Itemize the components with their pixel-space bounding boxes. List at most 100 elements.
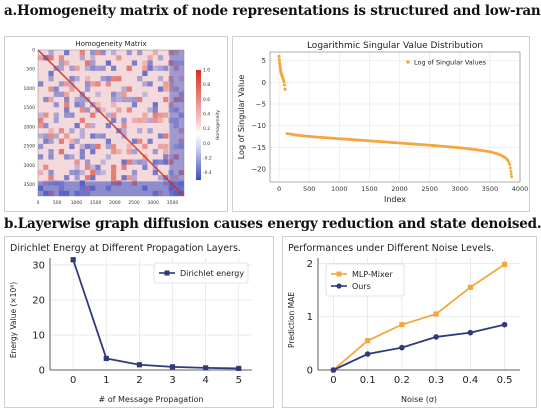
data-point [70, 257, 76, 263]
heatmap-cell [48, 50, 54, 56]
colorbar-tick-label: 0.0 [203, 141, 210, 147]
heatmap-cell [84, 175, 91, 181]
legend-label: MLP-Mixer [352, 270, 393, 279]
heatmap-cell [95, 50, 101, 56]
heatmap-cell [84, 60, 91, 66]
heatmap-cell [64, 107, 70, 113]
heatmap-cell [173, 117, 179, 123]
heatmap-cell [90, 133, 96, 139]
heatmap-cell [157, 65, 164, 71]
heatmap-cell [100, 159, 106, 165]
heatmap-cell [142, 65, 148, 71]
heatmap-cell [74, 159, 80, 165]
heatmap-cell [163, 86, 169, 92]
heatmap-cell [111, 91, 117, 97]
x-tick-label: 3000 [148, 200, 160, 206]
colorbar [196, 70, 201, 180]
heatmap-cell [64, 112, 70, 118]
heatmap-cell [84, 107, 91, 113]
heatmap-cell [147, 55, 153, 61]
heatmap-cell [163, 96, 169, 103]
heatmap-cell [178, 91, 184, 97]
heatmap-cell [152, 169, 158, 176]
y-tick-label: 2 [307, 259, 313, 270]
heatmap-cell [58, 128, 65, 134]
legend-marker [406, 60, 410, 64]
heatmap-cell [168, 76, 174, 82]
x-tick-label: 0 [330, 375, 336, 386]
data-point [433, 334, 439, 340]
x-axis-label: Noise (σ) [401, 395, 437, 404]
heatmap-cell [95, 143, 101, 150]
x-tick-label: 1500 [361, 185, 378, 193]
heatmap-cell [142, 143, 148, 150]
heatmap-cell [64, 91, 70, 97]
heatmap-cell [147, 65, 153, 71]
heatmap-cell [157, 86, 164, 92]
x-tick-label: 0.3 [428, 375, 444, 386]
heatmap-cell [105, 154, 111, 160]
heatmap-cell [53, 86, 59, 92]
x-tick-label: 2 [136, 375, 142, 386]
heatmap-cell [43, 123, 49, 129]
heatmap-cell [111, 112, 117, 118]
heatmap-cell [111, 50, 117, 56]
heatmap-cell [116, 55, 122, 61]
heatmap-cell [126, 86, 132, 92]
y-tick-label: 30 [32, 261, 45, 272]
heatmap-cell [178, 76, 184, 82]
heatmap-cell [64, 102, 70, 108]
heatmap-cell [43, 96, 49, 103]
heatmap-cell [84, 164, 91, 170]
heatmap-cell [79, 50, 85, 56]
heatmap-cell [178, 60, 184, 66]
heatmap-cell [58, 55, 65, 61]
heatmap-cell [147, 107, 153, 113]
heatmap-cell [147, 60, 153, 66]
heatmap-cell [163, 149, 169, 155]
heatmap-cell [79, 143, 85, 150]
heatmap-cell [121, 123, 127, 129]
colorbar-tick-label: 0.4 [203, 112, 210, 118]
x-tick-label: 0 [277, 185, 281, 193]
series-line [332, 263, 506, 371]
dirichlet-energy-chart: Dirichlet Energy at Different Propagatio… [4, 236, 274, 408]
heatmap-cell [131, 175, 138, 181]
heatmap-cell [58, 91, 65, 97]
heatmap-cell [147, 138, 153, 144]
heatmap-cell [79, 102, 85, 108]
y-tick-label: 20 [32, 296, 45, 307]
heatmap-cell [157, 55, 164, 61]
heatmap-cell [157, 133, 164, 139]
heatmap-cell [74, 65, 80, 71]
heatmap-cell [90, 143, 96, 150]
data-point [507, 161, 511, 164]
heatmap-cell [168, 117, 174, 123]
heatmap-cell [137, 117, 143, 123]
heatmap-cell [137, 159, 143, 165]
heatmap-cell [105, 81, 111, 87]
heatmap-band [169, 50, 184, 196]
chart-title: Logarithmic Singular Value Distribution [307, 41, 483, 51]
heatmap-cell [90, 149, 96, 155]
data-point [509, 169, 513, 173]
y-tick-label: 1500 [24, 105, 36, 111]
heatmap-cell [105, 138, 111, 144]
heatmap-cell [48, 133, 54, 139]
heatmap-cell [121, 96, 127, 103]
heatmap-cell [173, 154, 179, 160]
x-tick-label: 1000 [71, 200, 83, 206]
data-point [103, 355, 109, 362]
data-point [236, 365, 242, 372]
heatmap-cell [90, 164, 96, 170]
heatmap-cell [163, 133, 169, 139]
heatmap-cell [38, 55, 44, 61]
data-point [283, 87, 287, 91]
data-point [509, 172, 513, 176]
data-point [399, 344, 405, 351]
x-tick-label: 0 [37, 200, 40, 206]
x-tick-label: 0.4 [462, 375, 478, 386]
heatmap-cell [64, 60, 70, 66]
heatmap-cell [116, 96, 122, 103]
heatmap-cell [43, 164, 49, 170]
